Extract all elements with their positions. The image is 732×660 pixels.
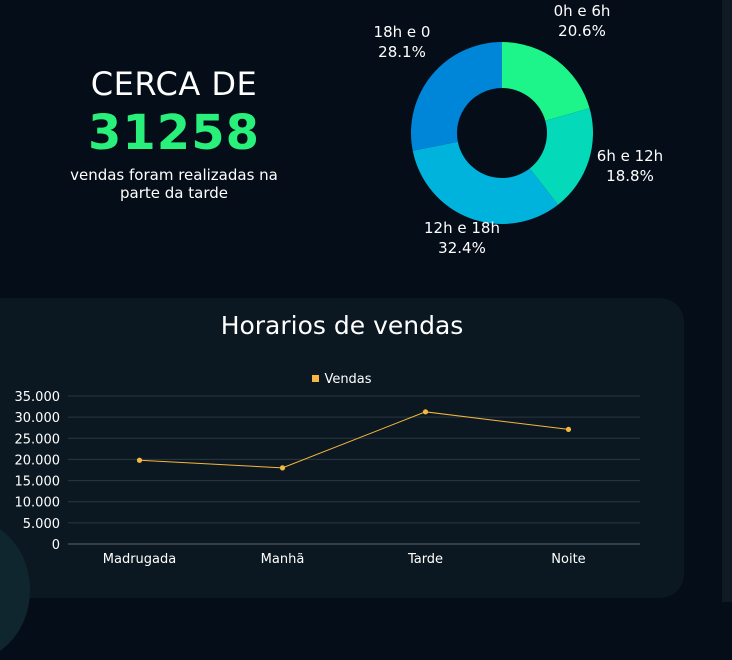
- y-tick-label: 30.000: [15, 411, 61, 426]
- kpi-prefix: CERCA DE: [90, 65, 258, 103]
- x-tick-label: Tarde: [407, 552, 443, 567]
- kpi-caption-line1: vendas foram realizadas na: [70, 166, 278, 184]
- data-point[interactable]: [422, 409, 429, 415]
- y-tick-label: 25.000: [15, 432, 61, 447]
- x-tick-label: Noite: [551, 552, 585, 567]
- line-chart-title: Horarios de vendas: [220, 311, 464, 340]
- line-chart-legend[interactable]: Vendas: [0, 372, 684, 388]
- data-point[interactable]: [565, 426, 572, 433]
- kpi-caption-line2: parte da tarde: [120, 184, 228, 202]
- slice-category-label: 18h e 0: [374, 23, 431, 41]
- slice-percent-label: 20.6%: [558, 22, 606, 40]
- donut-slice-1[interactable]: [529, 108, 593, 205]
- y-tick-label: 0: [52, 538, 60, 553]
- y-tick-label: 35.000: [15, 390, 61, 405]
- slice-percent-label: 18.8%: [606, 167, 654, 185]
- y-tick-label: 15.000: [15, 475, 61, 490]
- series-line-vendas: [139, 411, 569, 469]
- y-tick-label: 5.000: [23, 517, 60, 532]
- x-tick-label: Manhã: [261, 552, 305, 567]
- donut-slice-3[interactable]: [411, 42, 502, 151]
- slice-category-label: 12h e 18h: [424, 219, 500, 237]
- donut-slice-0[interactable]: [502, 42, 590, 121]
- kpi-caption: vendas foram realizadas na parte da tard…: [40, 166, 308, 202]
- y-tick-label: 20.000: [15, 453, 61, 468]
- donut-slice-2[interactable]: [412, 141, 559, 224]
- kpi-card: CERCA DE 31258 vendas foram realizadas n…: [40, 64, 308, 202]
- y-tick-label: 10.000: [15, 496, 61, 511]
- slice-category-label: 6h e 12h: [597, 147, 663, 165]
- legend-swatch: [312, 375, 320, 382]
- kpi-value: 31258: [88, 105, 260, 161]
- donut-chart: 0h e 6h 20.6% 6h e 12h 18.8% 12h e 18h 32.4% 1…: [374, 2, 664, 257]
- legend-label: Vendas: [324, 372, 372, 387]
- slice-category-label: 0h e 6h: [554, 2, 611, 20]
- slice-percent-label: 28.1%: [378, 43, 426, 61]
- x-tick-label: Madrugada: [103, 552, 176, 567]
- data-point[interactable]: [279, 465, 286, 471]
- window-edge: [722, 0, 732, 602]
- sales-hours-panel: Horarios de vendas Vendas 0 5.000 10.000 15…: [0, 298, 684, 598]
- data-point[interactable]: [136, 457, 143, 463]
- line-chart: 0 5.000 10.000 15.000 20.000 25.000 30.000 35.0…: [15, 390, 640, 567]
- slice-percent-label: 32.4%: [438, 239, 486, 257]
